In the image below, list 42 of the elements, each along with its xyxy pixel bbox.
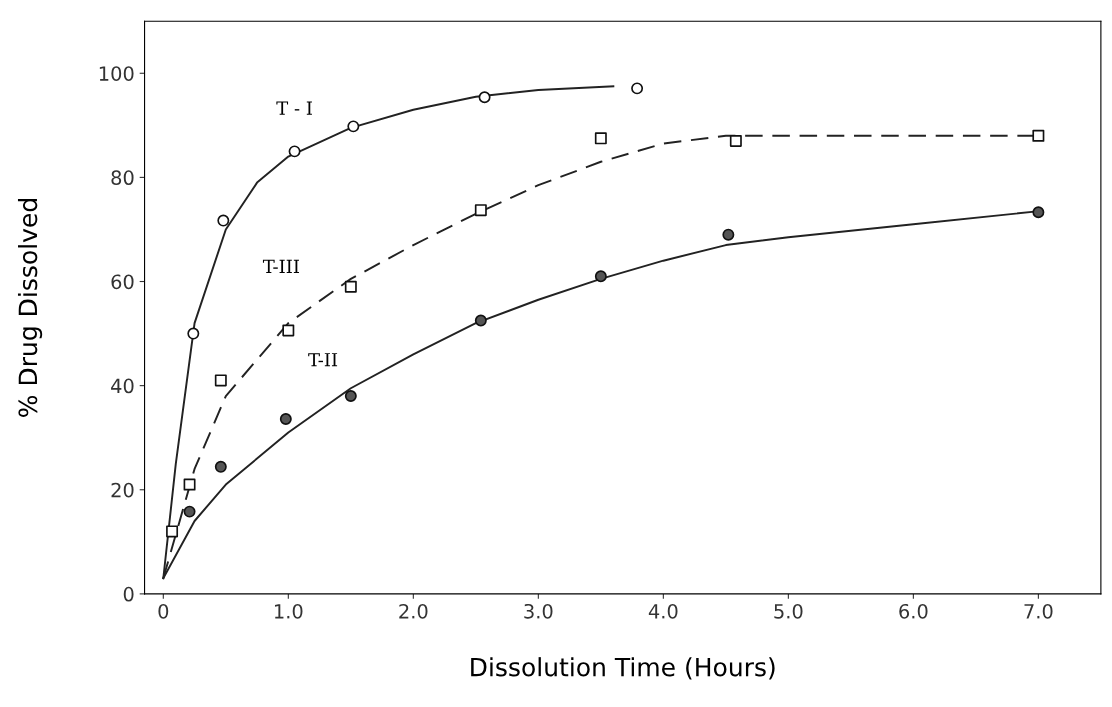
point [594, 132, 607, 145]
point [1032, 129, 1045, 142]
series-label: T-II [308, 353, 338, 367]
x-tick-label: 6.0 [899, 603, 928, 619]
point [183, 505, 196, 518]
point [722, 228, 735, 241]
y-tick-label: 60 [111, 274, 134, 290]
point [183, 478, 196, 491]
x-axis-title: Dissolution Time (Hours) [471, 657, 775, 680]
point [1032, 206, 1045, 219]
point [214, 374, 227, 387]
y-tick-label: 80 [111, 170, 134, 186]
point [729, 134, 742, 147]
point [187, 327, 200, 340]
point [631, 82, 644, 95]
point [344, 280, 357, 293]
x-tick-label: 3.0 [524, 603, 553, 619]
point [594, 270, 607, 283]
point [344, 390, 357, 403]
point [279, 412, 292, 425]
point [347, 120, 360, 133]
point [474, 204, 487, 217]
series-label: T - I [276, 101, 312, 115]
point [282, 324, 295, 337]
x-tick-label: 0 [158, 603, 169, 619]
text: T-III [262, 259, 299, 273]
x-tick-label: 5.0 [774, 603, 803, 619]
x-tick-label: 2.0 [399, 603, 428, 619]
x-tick-label: 4.0 [648, 603, 678, 619]
point [214, 460, 227, 473]
y-tick-label: 0 [123, 586, 134, 602]
point [166, 525, 179, 538]
point [217, 214, 230, 227]
point [288, 145, 301, 158]
point [478, 91, 491, 104]
x-tick-label: 1.0 [274, 603, 303, 619]
y-tick-label: 20 [111, 482, 134, 498]
x-tick-label: 7.0 [1024, 603, 1053, 619]
y-axis-title: % Drug Dissolved [17, 199, 43, 417]
y-tick-label: 40 [111, 378, 134, 394]
point [474, 314, 487, 327]
y-tick-label: 100 [99, 66, 134, 81]
